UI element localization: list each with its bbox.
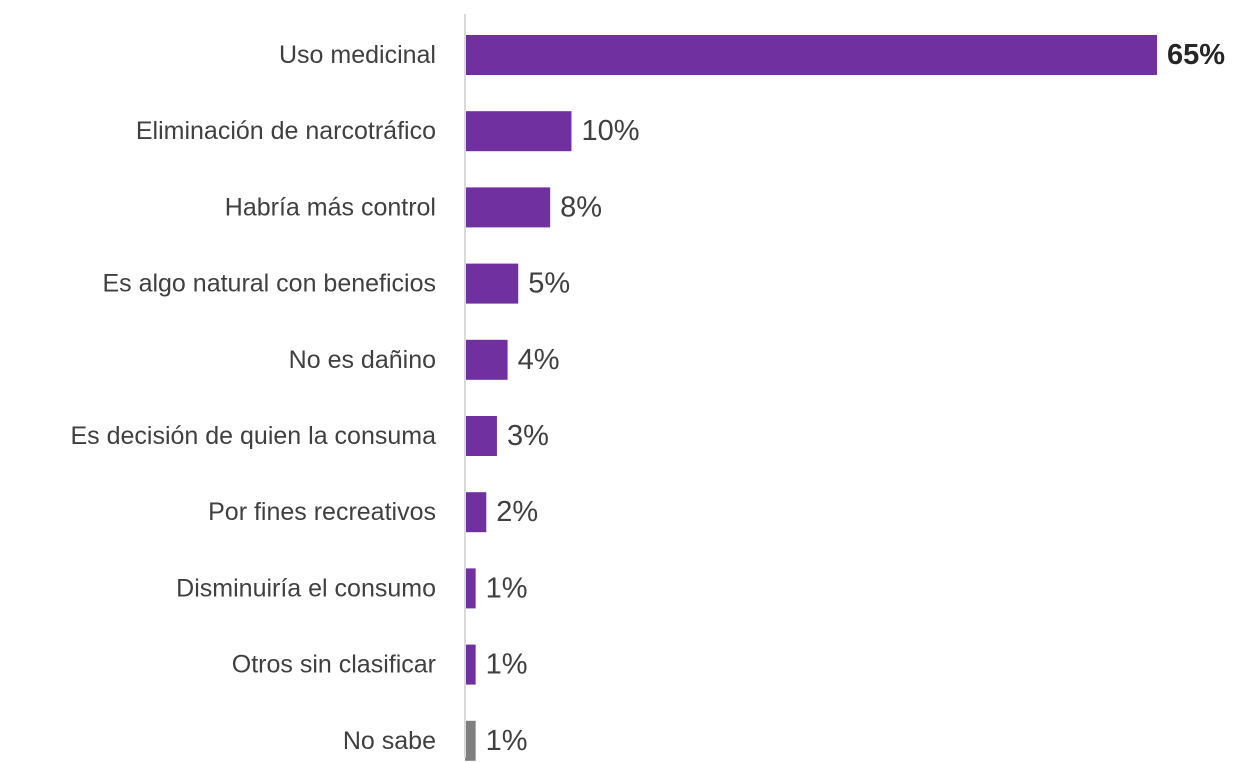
bar <box>465 339 508 380</box>
category-label: Disminuiría el consumo <box>176 574 436 602</box>
bar <box>465 416 497 456</box>
category-label: Eliminación de narcotráfico <box>136 117 436 145</box>
bar <box>465 35 1157 75</box>
bar <box>465 644 476 685</box>
value-label: 5% <box>528 268 570 300</box>
value-label: 4% <box>518 344 560 376</box>
category-label: Uso medicinal <box>279 41 436 69</box>
bar <box>465 263 519 304</box>
bar <box>465 111 572 152</box>
category-label: Es algo natural con beneficios <box>102 270 436 298</box>
category-label: Habría más control <box>225 193 436 221</box>
value-label: 10% <box>581 115 639 147</box>
value-label: 65% <box>1167 39 1225 71</box>
value-label: 1% <box>486 572 528 604</box>
category-label: Por fines recreativos <box>208 498 436 526</box>
category-label: No es dañino <box>289 346 436 374</box>
category-label: Otros sin clasificar <box>232 651 436 679</box>
category-labels: Uso medicinal Eliminación de narcotráfico… <box>70 41 436 755</box>
value-label: 2% <box>496 496 538 528</box>
bar <box>465 720 476 761</box>
value-label: 1% <box>486 725 528 757</box>
value-label: 8% <box>560 191 602 223</box>
value-labels: 65% 10% 8% 5% 4% 3% 2% 1% 1% 1% <box>486 39 1226 757</box>
bars <box>465 35 1157 761</box>
bar <box>465 187 551 228</box>
bar <box>465 568 476 609</box>
category-label: No sabe <box>343 727 436 755</box>
value-label: 3% <box>507 420 549 452</box>
value-label: 1% <box>486 649 528 681</box>
bar <box>465 492 487 533</box>
category-label: Es decisión de quien la consuma <box>70 422 436 450</box>
